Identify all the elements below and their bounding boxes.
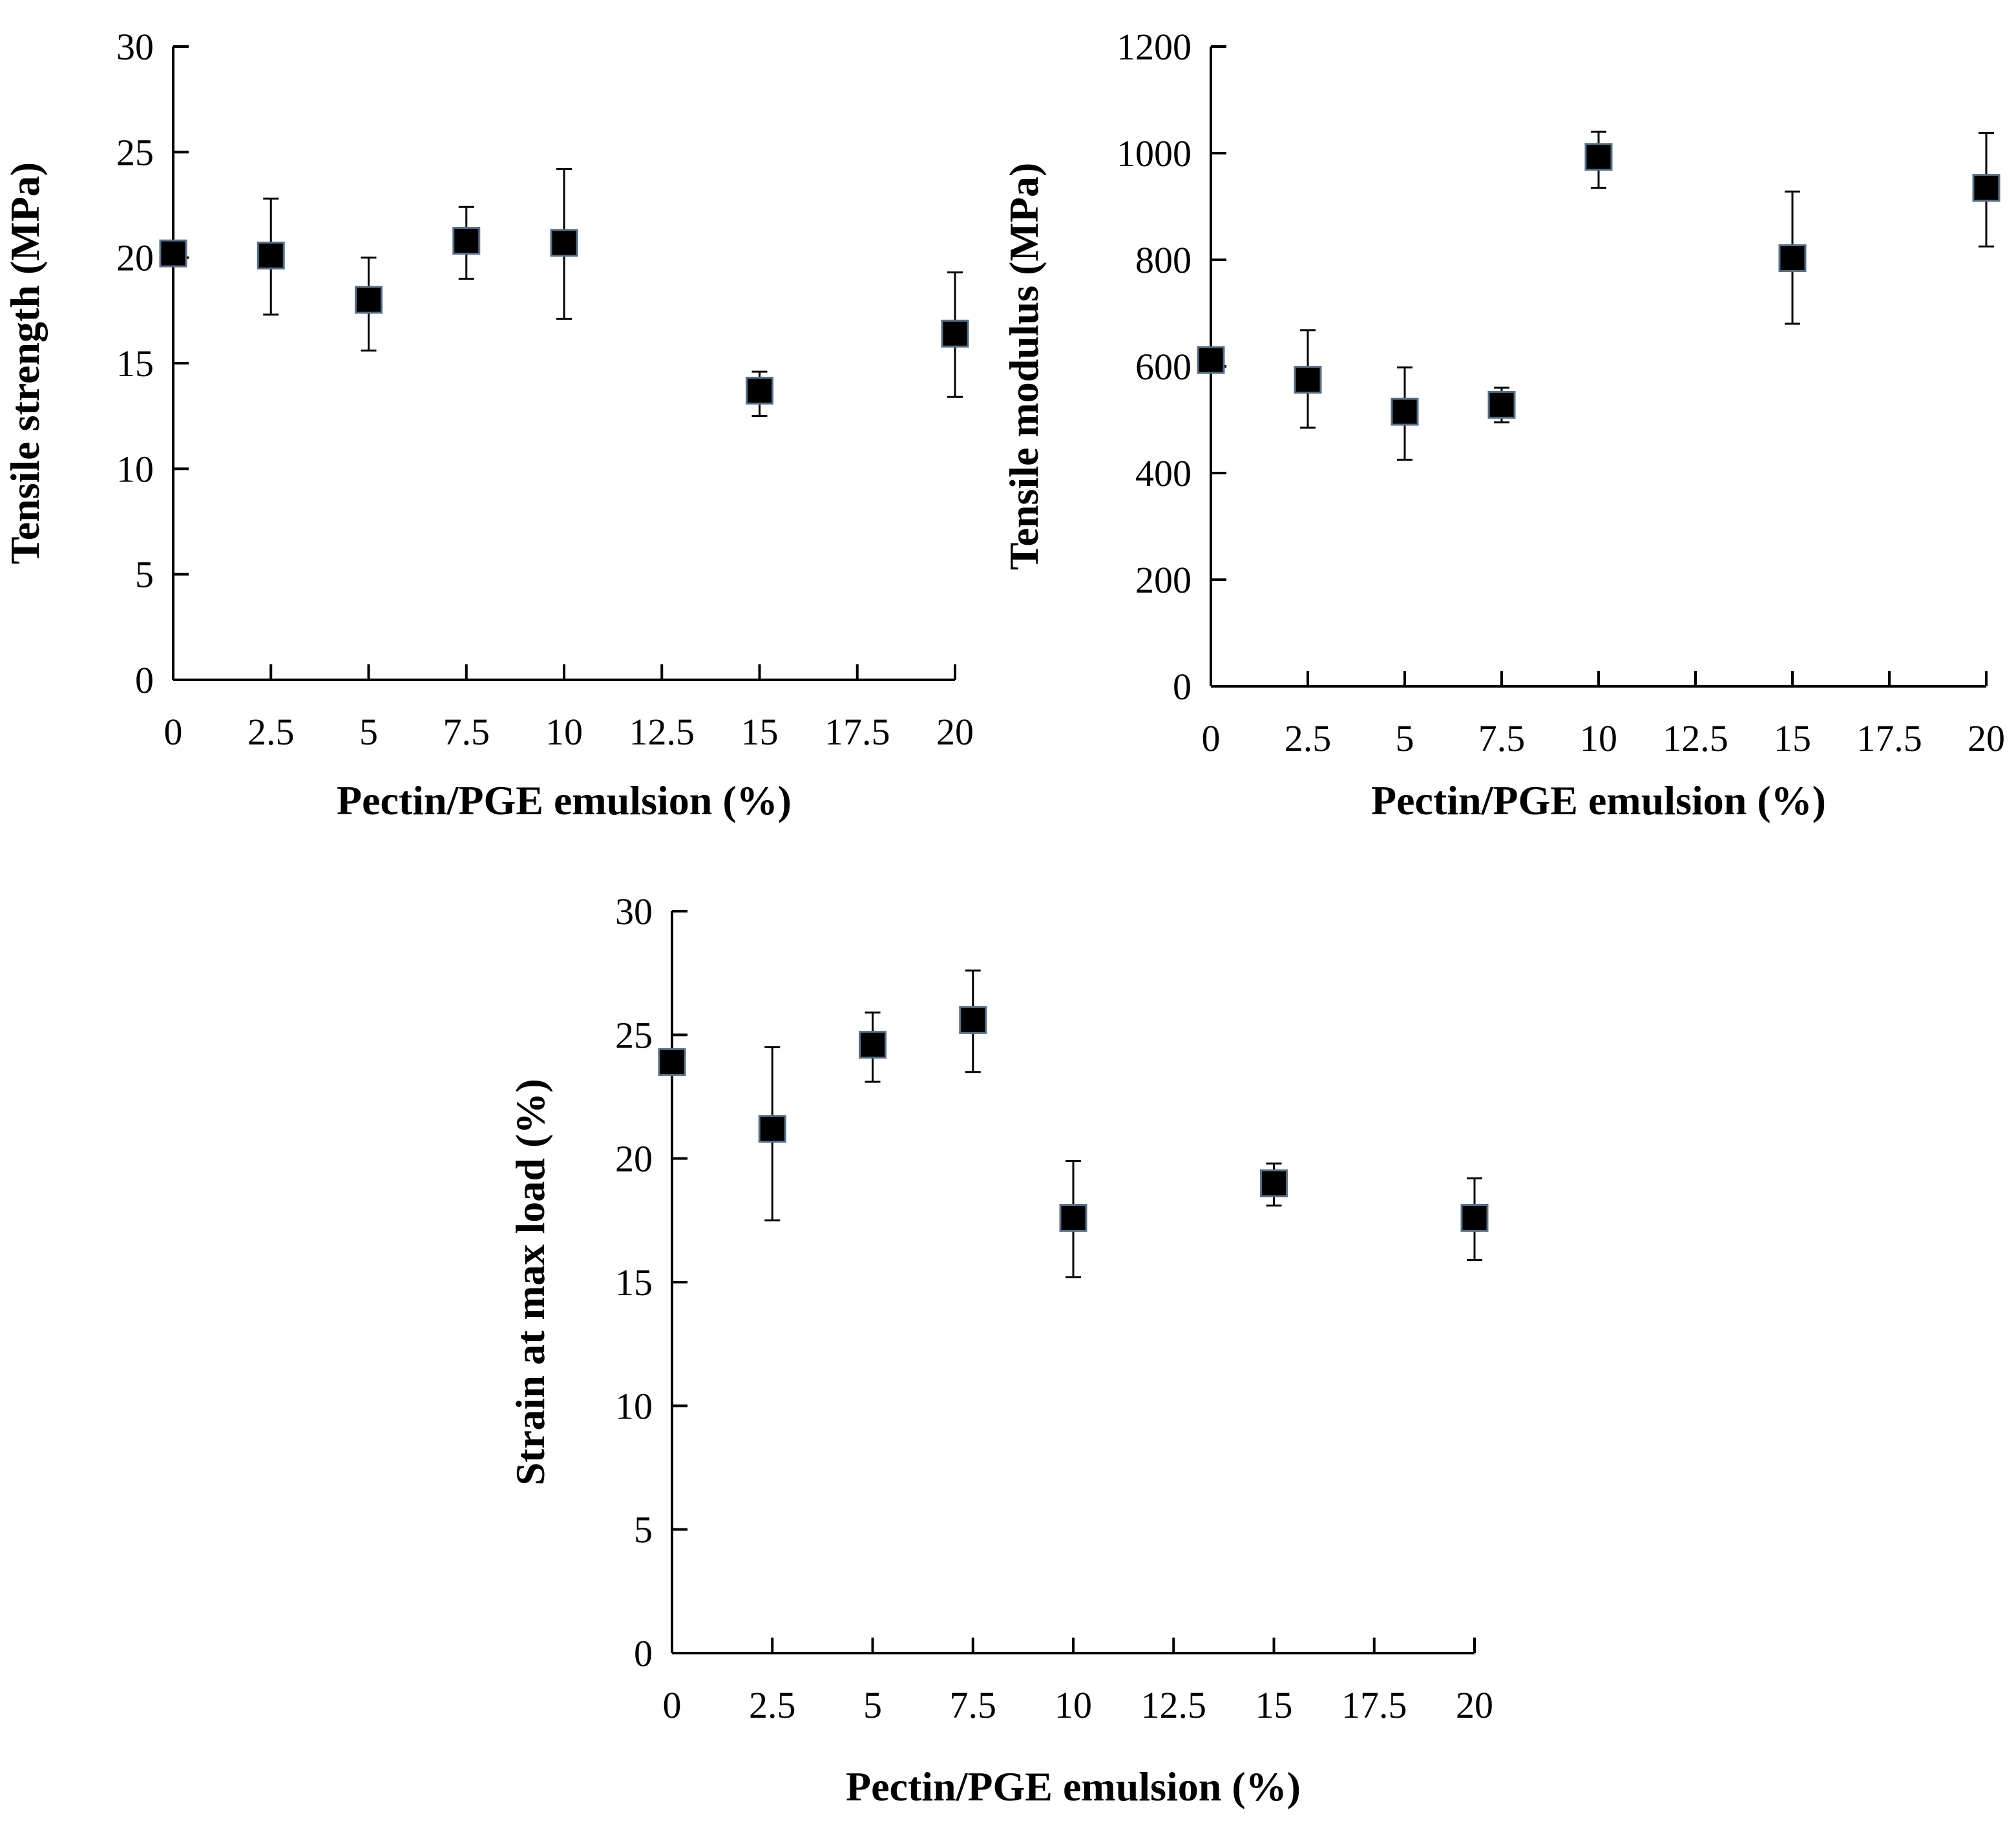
data-point xyxy=(1294,366,1322,394)
x-tick-label: 20 xyxy=(1456,1684,1493,1726)
y-tick-label: 15 xyxy=(615,1261,653,1303)
data-point xyxy=(1778,244,1807,273)
data-point xyxy=(1487,390,1516,419)
data-point xyxy=(859,1031,887,1059)
x-axis-title: Pectin/PGE emulsion (%) xyxy=(846,1764,1301,1809)
y-tick-label: 5 xyxy=(135,554,154,596)
y-tick-label: 20 xyxy=(116,237,154,279)
x-tick-label: 17.5 xyxy=(1856,717,1922,759)
y-tick-label: 600 xyxy=(1135,346,1192,388)
x-tick-label: 5 xyxy=(359,711,378,753)
y-tick-label: 1000 xyxy=(1117,132,1192,174)
x-tick-label: 2.5 xyxy=(247,711,295,753)
y-tick-label: 5 xyxy=(634,1509,653,1551)
x-tick-label: 7.5 xyxy=(950,1684,997,1726)
data-point xyxy=(1584,143,1613,171)
data-point xyxy=(959,1006,987,1034)
y-tick-label: 1200 xyxy=(1117,26,1192,68)
data-point xyxy=(1460,1204,1489,1232)
x-tick-label: 20 xyxy=(936,711,974,753)
data-point xyxy=(355,286,383,314)
y-tick-label: 20 xyxy=(615,1138,653,1180)
data-point xyxy=(257,241,285,269)
x-tick-label: 5 xyxy=(863,1684,882,1726)
x-tick-label: 17.5 xyxy=(1341,1684,1407,1726)
x-tick-label: 12.5 xyxy=(1663,717,1728,759)
x-tick-label: 0 xyxy=(164,711,183,753)
x-axis-title: Pectin/PGE emulsion (%) xyxy=(337,777,792,823)
x-tick-label: 15 xyxy=(1774,717,1811,759)
y-tick-label: 200 xyxy=(1135,559,1192,601)
x-tick-label: 15 xyxy=(741,711,779,753)
data-point xyxy=(159,239,187,268)
y-axis-title: Tensile modulus (MPa) xyxy=(1001,163,1047,571)
y-tick-label: 15 xyxy=(116,343,154,385)
y-axis-title: Tensile strength (MPa) xyxy=(2,162,48,564)
y-tick-label: 0 xyxy=(135,659,154,701)
x-tick-label: 17.5 xyxy=(824,711,890,753)
x-tick-label: 20 xyxy=(1968,717,2005,759)
x-tick-label: 7.5 xyxy=(1478,717,1526,759)
data-point xyxy=(658,1048,686,1076)
y-tick-label: 30 xyxy=(615,891,653,933)
y-tick-label: 30 xyxy=(116,26,154,68)
y-axis-title: Strain at max load (%) xyxy=(507,1079,553,1485)
data-point xyxy=(1260,1169,1288,1197)
data-point xyxy=(941,319,969,348)
x-tick-label: 10 xyxy=(545,711,583,753)
y-tick-label: 400 xyxy=(1135,452,1192,494)
x-tick-label: 15 xyxy=(1255,1684,1293,1726)
x-axis-title: Pectin/PGE emulsion (%) xyxy=(1371,777,1826,823)
y-tick-label: 0 xyxy=(634,1632,653,1674)
y-tick-label: 10 xyxy=(116,448,154,490)
data-point xyxy=(1972,174,2000,202)
y-tick-label: 25 xyxy=(615,1014,653,1056)
x-tick-label: 7.5 xyxy=(443,711,490,753)
data-point xyxy=(1059,1204,1087,1232)
y-tick-label: 800 xyxy=(1135,239,1192,281)
data-point xyxy=(550,229,578,257)
data-point xyxy=(1391,397,1419,426)
data-point xyxy=(758,1115,786,1143)
y-tick-label: 0 xyxy=(1173,666,1192,708)
data-point xyxy=(1197,346,1225,374)
x-tick-label: 10 xyxy=(1055,1684,1092,1726)
x-tick-label: 12.5 xyxy=(629,711,695,753)
x-tick-label: 2.5 xyxy=(1285,717,1332,759)
data-point xyxy=(452,227,481,255)
y-tick-label: 10 xyxy=(615,1385,653,1427)
data-point xyxy=(746,376,773,405)
x-tick-label: 5 xyxy=(1396,717,1414,759)
y-tick-label: 25 xyxy=(116,131,154,173)
x-tick-label: 10 xyxy=(1580,717,1617,759)
x-tick-label: 0 xyxy=(663,1684,682,1726)
tensile-modulus-chart: 0 200 400 600 800 1000 1200 0 2.5 5 7.5 10 12.5 15 17.… xyxy=(1001,26,2005,823)
x-tick-label: 0 xyxy=(1202,717,1221,759)
x-tick-label: 2.5 xyxy=(749,1684,796,1726)
x-tick-label: 12.5 xyxy=(1141,1684,1207,1726)
strain-at-max-load-chart: 0 5 10 15 20 25 30 0 2.5 5 7.5 10 12.5 15 17.5 20 Pectin… xyxy=(507,891,1493,1809)
tensile-strength-chart: 0 5 10 15 20 25 30 0 2.5 5 7.5 10 12.5 15 17.5 20 Pectin… xyxy=(2,26,974,823)
